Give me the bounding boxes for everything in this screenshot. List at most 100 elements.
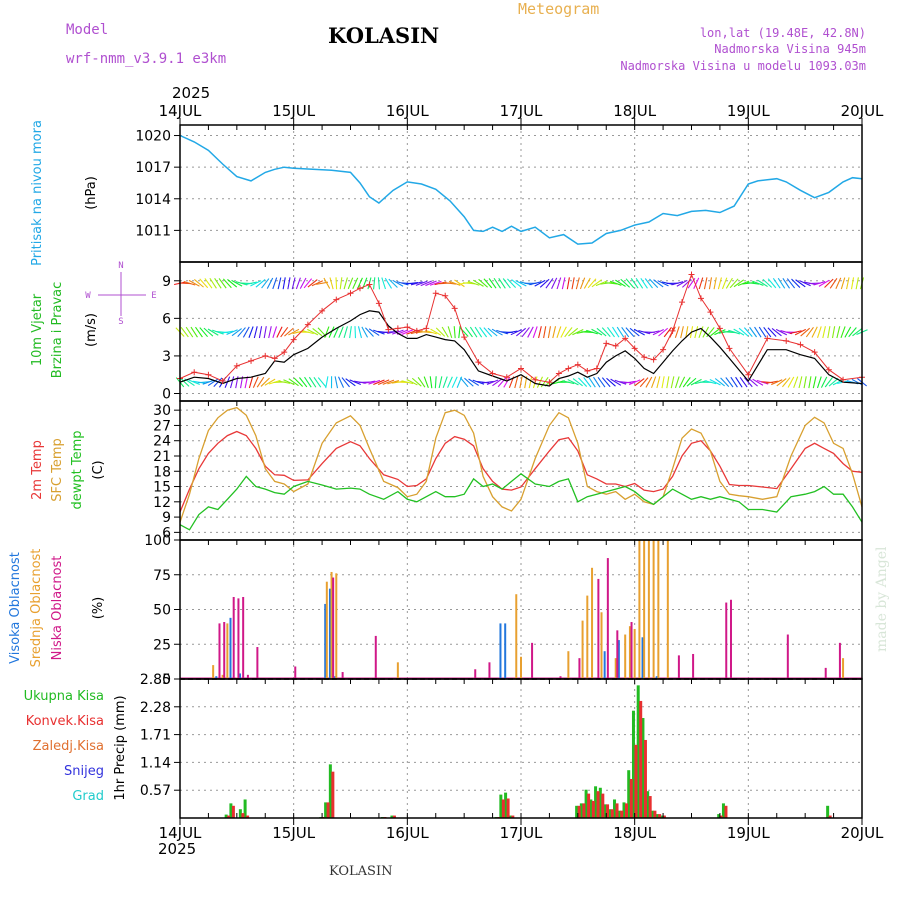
wind-arrow [478,278,488,288]
wind-gust-marker [631,345,638,352]
wind-gust-marker [532,376,539,383]
wind-arrow [607,326,615,338]
cloud-bar [238,673,241,679]
wind-arrow [276,326,283,338]
wind-arrow [725,377,734,388]
wind-arrow [266,277,274,289]
wind-arrow [620,278,631,288]
wind-arrow [552,326,557,339]
wind-arrow [606,377,616,387]
wind-arrow [301,330,314,335]
wind-arrow [829,278,838,289]
cloud-bar [842,658,845,679]
wind-arrow [411,377,422,387]
wind-arrow [434,376,437,389]
precip-bar [582,803,586,818]
wind-arrow [635,277,644,289]
wind-arrow [199,278,209,289]
wind-arrow [670,376,675,389]
wind-arrow [572,329,584,336]
cloud-bar [630,622,633,679]
precip-bar [591,800,595,818]
cloud-bar [638,540,641,679]
precip-bar [615,803,619,818]
wind-arrow [747,281,760,285]
wind-arrow [547,326,552,339]
wind-arrow [256,376,265,388]
wind-gust-marker [825,366,832,373]
x-tick-label-top: 16JUL [386,102,429,120]
cloud-bar [616,630,619,679]
cloud-bar [606,558,609,679]
wind-arrow [625,327,635,337]
wind-arrow [743,327,753,338]
wind-arrow [686,377,697,387]
y-tick-label: 1020 [135,129,171,145]
wind-arrow [493,277,502,289]
wind-arrow [737,280,750,286]
ylabel-temp-unit: (C) [91,460,106,479]
wind-arrow [487,327,498,337]
precip-bar [631,710,635,818]
cloud-bar [692,653,695,679]
wind-arrow [415,280,428,286]
wind-arrow [377,379,390,386]
cloud-bar [215,676,218,679]
wind-arrow [728,329,741,335]
wind-gust-marker [423,325,430,332]
wind-arrow [272,326,278,339]
wind-arrow [188,379,200,385]
wind-arrow [813,281,826,286]
credit-label: made by Angel [874,546,890,652]
wind-arrow [248,326,254,338]
wind-arrow [561,277,566,290]
y-tick-label: 0 [162,386,171,402]
wind-arrow [453,326,456,339]
wind-gust-marker [304,321,311,328]
wind-arrow [429,376,433,389]
precip-bar [719,815,723,818]
wind-arrow [188,279,200,287]
wind-arrow [794,328,807,336]
wind-gust-marker [688,271,695,278]
precip-bar [587,793,591,818]
cloud-bar [332,577,335,679]
wind-arrow [651,376,657,389]
y-tick-label: 50 [153,603,171,619]
cloud-bar [591,567,594,679]
wind-arrow [588,376,596,388]
wind-arrow [818,279,830,287]
wind-arrow [652,328,664,336]
precip-bar [617,810,621,818]
wind-arrow [586,329,598,335]
wind-arrow [258,326,263,339]
precip-bar [620,810,624,818]
wind-arrow [420,280,433,287]
wind-gust-marker [262,352,269,359]
wind-arrow [803,376,807,389]
wind-arrow [462,282,475,285]
wind-arrow [207,328,219,336]
precip-bar [639,700,643,818]
year-bottom-label: 2025 [158,840,196,858]
ylabel-cloud-high: Visoka Oblacnost [8,552,23,664]
wind-arrow [591,328,603,336]
wind-arrow [560,326,567,338]
wind-arrow [497,377,507,388]
wind-arrow [693,277,700,289]
wind-arrow [343,277,348,290]
wind-arrow [221,330,234,334]
wind-arrow [333,326,340,338]
wind-arrow [777,277,786,289]
wind-arrow [244,376,249,389]
wind-arrow [690,378,702,386]
wind-arrow [401,380,414,385]
wind-arrow [645,376,653,388]
x-tick-label-top: 15JUL [272,102,315,120]
cloud-bar [586,595,589,679]
wind-arrow [771,327,782,337]
wind-arrow [303,278,313,289]
wind-arrow [312,327,323,337]
wind-arrow [816,376,822,389]
cloud-bar [246,674,249,679]
